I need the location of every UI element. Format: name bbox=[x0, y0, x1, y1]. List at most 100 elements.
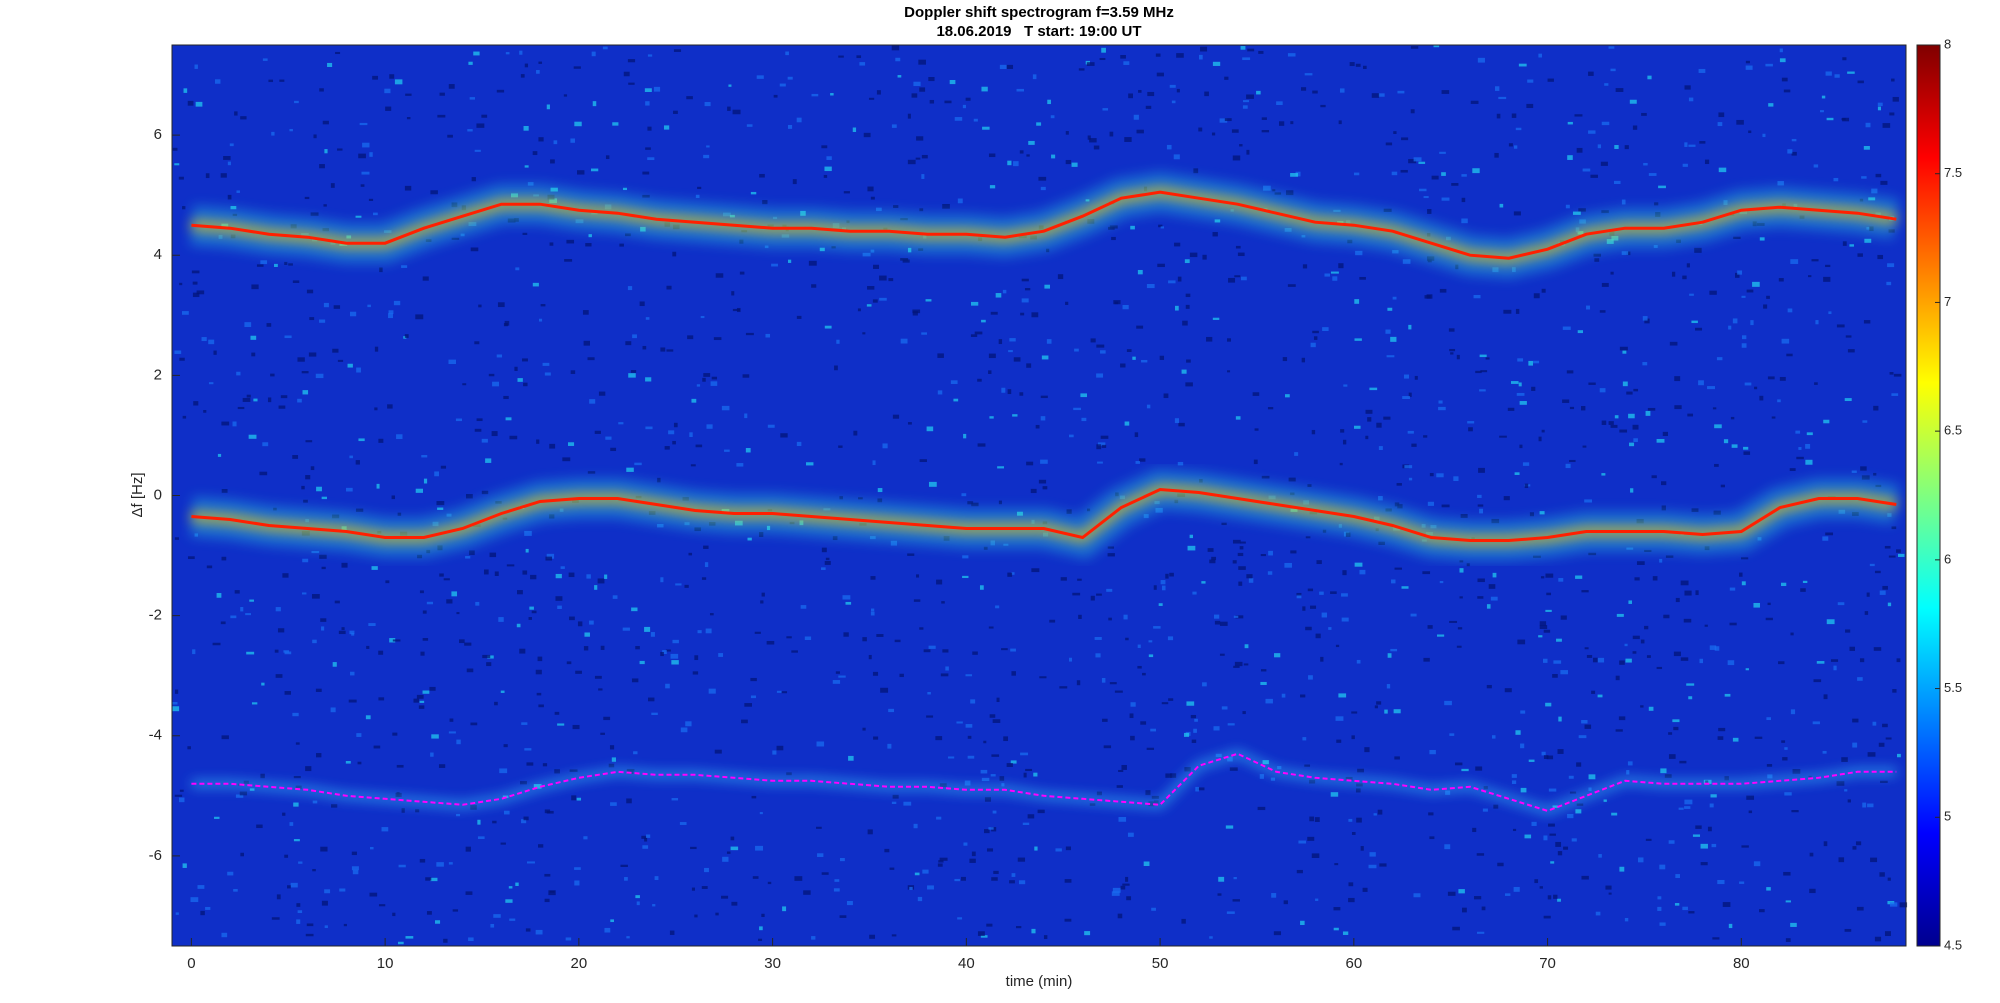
speckle bbox=[1717, 122, 1723, 127]
speckle bbox=[1461, 768, 1469, 772]
speckle bbox=[1310, 342, 1316, 348]
speckle bbox=[1185, 382, 1193, 387]
speckle bbox=[1310, 605, 1317, 609]
speckle bbox=[448, 84, 455, 89]
speckle bbox=[589, 620, 594, 625]
speckle bbox=[1486, 684, 1492, 689]
speckle bbox=[1798, 447, 1802, 450]
speckle bbox=[192, 292, 200, 298]
speckle bbox=[695, 444, 703, 448]
speckle bbox=[759, 926, 763, 931]
speckle bbox=[1102, 108, 1109, 111]
speckle bbox=[1492, 572, 1497, 578]
speckle bbox=[1558, 578, 1564, 582]
speckle bbox=[1515, 308, 1520, 314]
speckle bbox=[1782, 757, 1788, 761]
speckle bbox=[1767, 602, 1771, 606]
speckle bbox=[990, 774, 996, 777]
speckle bbox=[1365, 435, 1369, 440]
speckle bbox=[1311, 853, 1320, 858]
speckle bbox=[295, 742, 300, 745]
speckle bbox=[897, 75, 902, 78]
speckle bbox=[1707, 826, 1712, 832]
speckle bbox=[919, 208, 924, 212]
chart-subtitle: 18.06.2019 T start: 19:00 UT bbox=[936, 23, 1141, 40]
speckle bbox=[516, 623, 521, 628]
speckle bbox=[888, 708, 895, 713]
speckle bbox=[1884, 931, 1891, 937]
speckle bbox=[998, 339, 1003, 345]
speckle bbox=[1547, 895, 1552, 900]
speckle bbox=[687, 335, 694, 340]
speckle bbox=[1066, 509, 1072, 514]
speckle bbox=[469, 550, 475, 556]
speckle bbox=[1800, 588, 1806, 592]
speckle bbox=[1355, 63, 1361, 67]
speckle bbox=[1786, 353, 1793, 357]
speckle bbox=[1632, 635, 1640, 640]
speckle bbox=[1186, 701, 1195, 706]
speckle bbox=[940, 673, 949, 677]
colorbar-tick-label: 6.5 bbox=[1944, 423, 1962, 438]
speckle bbox=[1541, 288, 1546, 293]
speckle bbox=[388, 310, 394, 315]
speckle bbox=[612, 122, 619, 126]
speckle bbox=[293, 839, 300, 842]
speckle bbox=[1614, 415, 1619, 419]
speckle bbox=[1181, 918, 1186, 924]
speckle bbox=[1729, 622, 1737, 626]
speckle bbox=[1622, 350, 1627, 354]
speckle bbox=[1279, 121, 1285, 126]
speckle bbox=[894, 639, 901, 643]
speckle bbox=[1813, 679, 1822, 683]
speckle bbox=[1158, 603, 1163, 606]
speckle bbox=[988, 626, 994, 629]
speckle bbox=[192, 649, 196, 655]
speckle bbox=[1863, 146, 1870, 150]
speckle bbox=[635, 646, 640, 650]
speckle bbox=[1842, 241, 1847, 246]
speckle bbox=[459, 639, 465, 644]
speckle bbox=[1619, 866, 1625, 872]
speckle bbox=[744, 703, 752, 707]
speckle bbox=[1001, 648, 1008, 651]
speckle bbox=[172, 147, 178, 151]
speckle bbox=[474, 341, 480, 345]
speckle bbox=[1531, 821, 1537, 826]
speckle bbox=[1023, 772, 1027, 778]
speckle bbox=[1682, 163, 1688, 167]
speckle bbox=[726, 851, 731, 854]
speckle bbox=[1636, 561, 1645, 565]
speckle bbox=[1874, 570, 1881, 574]
speckle bbox=[1305, 536, 1311, 539]
speckle bbox=[919, 87, 926, 92]
speckle bbox=[671, 798, 679, 801]
speckle bbox=[179, 789, 184, 792]
speckle bbox=[1675, 874, 1681, 879]
speckle bbox=[418, 705, 425, 709]
speckle bbox=[590, 168, 599, 172]
speckle bbox=[1567, 813, 1574, 819]
speckle bbox=[1448, 328, 1455, 332]
speckle bbox=[1402, 396, 1410, 400]
speckle bbox=[1624, 917, 1629, 922]
speckle bbox=[1024, 288, 1031, 291]
speckle bbox=[1524, 834, 1532, 839]
speckle bbox=[1698, 68, 1706, 73]
speckle bbox=[546, 553, 555, 559]
speckle bbox=[1186, 359, 1191, 363]
speckle bbox=[1449, 348, 1456, 352]
speckle bbox=[569, 616, 575, 621]
speckle bbox=[1302, 737, 1307, 741]
speckle bbox=[1889, 902, 1898, 907]
speckle bbox=[392, 912, 396, 917]
speckle bbox=[755, 845, 764, 851]
speckle bbox=[1227, 370, 1231, 373]
speckle bbox=[1311, 429, 1316, 435]
speckle bbox=[1543, 915, 1551, 919]
speckle bbox=[1863, 320, 1871, 324]
speckle bbox=[1059, 686, 1068, 689]
speckle bbox=[1452, 926, 1460, 931]
speckle bbox=[942, 649, 949, 653]
speckle bbox=[610, 447, 617, 452]
